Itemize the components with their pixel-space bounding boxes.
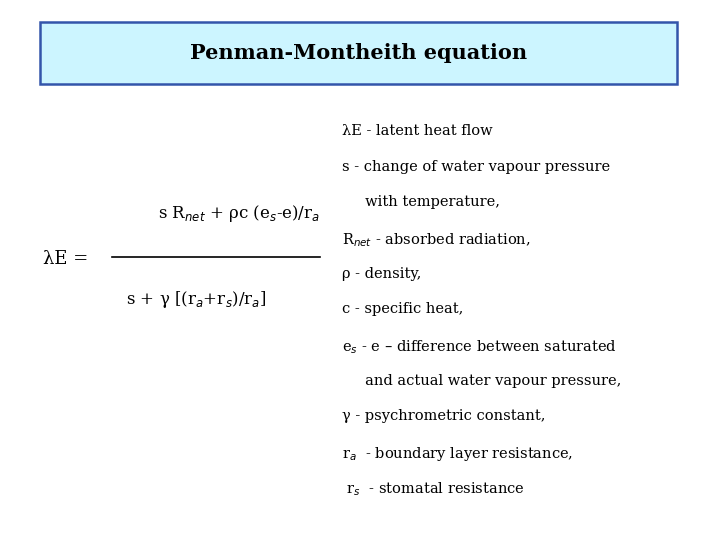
Text: c - specific heat,: c - specific heat, [342, 302, 464, 316]
Text: r$_a$  - boundary layer resistance,: r$_a$ - boundary layer resistance, [342, 445, 573, 463]
Text: γ - psychrometric constant,: γ - psychrometric constant, [342, 409, 546, 423]
Text: s R$_{net}$ + ρc (e$_s$-e)/r$_a$: s R$_{net}$ + ρc (e$_s$-e)/r$_a$ [158, 203, 320, 224]
Text: s - change of water vapour pressure: s - change of water vapour pressure [342, 160, 610, 174]
Text: λE =: λE = [43, 250, 89, 268]
Text: λE - latent heat flow: λE - latent heat flow [342, 124, 492, 138]
Text: and actual water vapour pressure,: and actual water vapour pressure, [342, 374, 621, 388]
Text: ρ - density,: ρ - density, [342, 267, 421, 281]
Text: R$_{net}$ - absorbed radiation,: R$_{net}$ - absorbed radiation, [342, 231, 531, 249]
Text: Penman-Montheith equation: Penman-Montheith equation [189, 43, 527, 63]
Text: with temperature,: with temperature, [342, 195, 500, 210]
FancyBboxPatch shape [40, 22, 677, 84]
Text: s + γ [(r$_a$+r$_s$)/r$_a$]: s + γ [(r$_a$+r$_s$)/r$_a$] [126, 289, 266, 310]
Text: e$_s$ - e – difference between saturated: e$_s$ - e – difference between saturated [342, 338, 617, 356]
Text: r$_s$  - stomatal resistance: r$_s$ - stomatal resistance [342, 481, 525, 498]
